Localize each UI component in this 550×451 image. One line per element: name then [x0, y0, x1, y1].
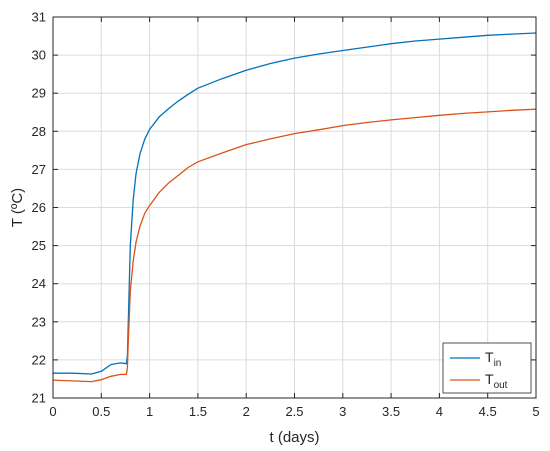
- legend-entry-out: Tout: [485, 371, 508, 391]
- y-tick-label: 23: [32, 314, 46, 329]
- series-line-out: [52, 108, 537, 383]
- x-axis-label: t (days): [269, 429, 319, 446]
- legend-entry-in: Tin: [485, 349, 501, 369]
- x-tick-label: 0: [49, 404, 56, 419]
- y-tick-label: 24: [32, 276, 46, 291]
- x-tick-label: 1: [146, 404, 153, 419]
- y-tick-label: 25: [32, 238, 46, 253]
- x-tick-label: 1.5: [189, 404, 207, 419]
- series-line-in: [53, 32, 537, 375]
- y-tick-label: 21: [32, 391, 46, 406]
- x-tick-label: 4: [436, 404, 443, 419]
- legend-box: [442, 342, 532, 394]
- y-tick-label: 27: [32, 162, 46, 177]
- axis-ticks: 0 0.5 1 1.5 2 2.5 3 3.5 4 4.5 5 21 22 23 24 25 26 27 28 29 3…: [32, 10, 540, 420]
- y-tick-label: 31: [32, 10, 46, 25]
- x-tick-label: 2.5: [285, 404, 303, 419]
- x-tick-label: 3: [339, 404, 346, 419]
- x-tick-label: 4.5: [479, 404, 497, 419]
- y-tick-label: 29: [32, 86, 46, 101]
- x-tick-label: 0.5: [92, 404, 110, 419]
- y-tick-label: 26: [32, 200, 46, 215]
- x-tick-label: 3.5: [382, 404, 400, 419]
- y-axis-label: T (ºC): [9, 188, 26, 227]
- x-tick-label: 5: [532, 404, 539, 419]
- legend: Tin Tout: [442, 342, 532, 394]
- y-tick-label: 22: [32, 352, 46, 367]
- y-tick-label: 30: [32, 48, 46, 63]
- x-tick-label: 2: [243, 404, 250, 419]
- series-layer: [52, 32, 537, 383]
- y-tick-label: 28: [32, 124, 46, 139]
